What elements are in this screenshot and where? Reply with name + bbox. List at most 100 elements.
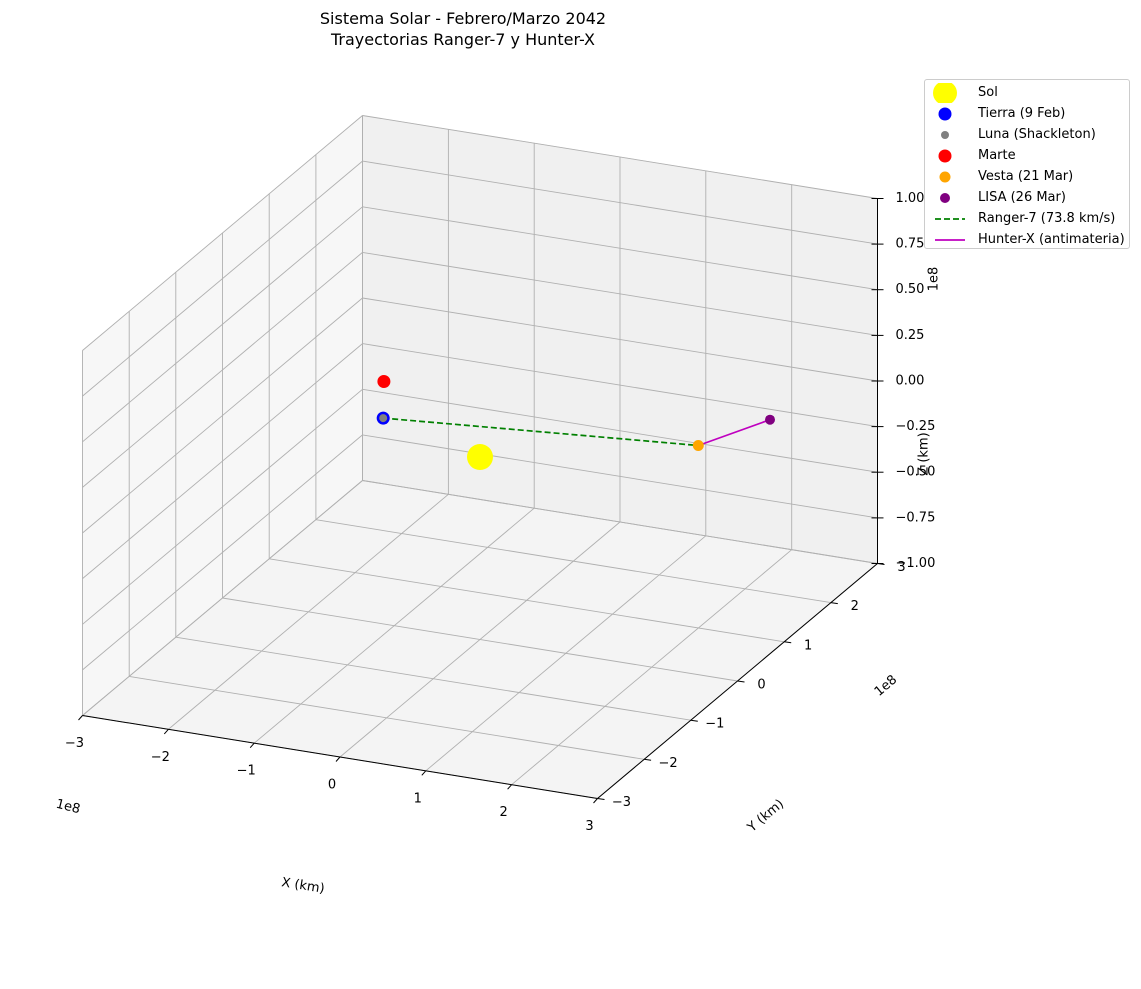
y-tick-mark <box>737 680 745 683</box>
point-sol <box>467 444 493 470</box>
y-offset-text: 1e8 <box>872 672 900 699</box>
gridline-y <box>129 675 645 760</box>
y-tick-mark <box>597 798 605 800</box>
legend-symbol <box>933 83 957 103</box>
series-line-ranger-7-73-8-km-s <box>383 417 699 447</box>
legend-item: Sol <box>933 83 1129 103</box>
gridline-z <box>82 252 363 488</box>
y-tick-mark <box>690 719 698 722</box>
legend-item: Tierra (9 Feb) <box>933 104 1129 124</box>
x-tick-label: −2 <box>151 750 170 765</box>
legend-symbol <box>935 239 965 241</box>
gridline-z <box>362 480 878 564</box>
legend-symbol <box>941 131 949 139</box>
x-tick-mark <box>421 770 427 776</box>
y-tick-mark <box>644 758 652 761</box>
gridline-y <box>315 519 831 604</box>
gridline-z <box>362 206 878 291</box>
legend-label: Vesta (21 Mar) <box>978 169 1074 184</box>
gridline-z <box>82 434 363 671</box>
x-tick-mark <box>335 756 341 762</box>
y-tick-mark <box>784 641 792 644</box>
legend-item: Marte <box>933 146 1129 166</box>
legend-symbol <box>938 107 952 121</box>
point-marte <box>377 375 391 388</box>
z-tick-label: −1.00 <box>896 556 936 571</box>
legend: Sol Tierra (9 Feb) Luna (Shackleton) Marte V… <box>924 79 1130 249</box>
legend-label: Sol <box>978 85 998 100</box>
legend-item: Ranger-7 (73.8 km/s) <box>933 209 1129 229</box>
x-tick-mark <box>78 715 83 721</box>
legend-item: Vesta (21 Mar) <box>933 167 1129 187</box>
z-tick-label: 1.00 <box>896 191 925 206</box>
chart-subtitle: Trayectorias Ranger-7 y Hunter-X <box>330 30 595 49</box>
chart-title: Sistema Solar - Febrero/Marzo 2042 <box>319 9 607 28</box>
gridline-z <box>82 160 363 397</box>
gridline-y <box>269 558 785 643</box>
z-tick-label: 0.00 <box>896 374 925 389</box>
legend-symbol <box>935 218 965 220</box>
y-tick-label: 2 <box>851 599 859 614</box>
gridline-z <box>362 343 878 428</box>
point-vesta-21-mar <box>692 440 704 451</box>
gridline-z <box>82 206 363 443</box>
z-tick-label: −0.50 <box>896 465 936 480</box>
x-axis-label: X (km) <box>280 875 325 897</box>
legend-label: Hunter-X (antimateria) <box>978 232 1125 247</box>
gridline-y <box>222 597 738 682</box>
legend-label: Tierra (9 Feb) <box>978 106 1066 121</box>
gridline-z <box>362 388 878 473</box>
x-tick-mark <box>507 784 512 790</box>
gridline-z <box>82 388 363 625</box>
y-axis-label: Y (km) <box>744 797 787 836</box>
x-tick-label: −1 <box>237 764 256 779</box>
x-tick-label: 0 <box>328 778 336 793</box>
z-axis-label: Z (km) <box>917 432 932 475</box>
z-tick-label: −0.75 <box>896 510 936 525</box>
x-tick-label: 3 <box>585 819 593 834</box>
y-tick-label: 1 <box>804 638 812 653</box>
y-tick-label: 0 <box>757 678 765 693</box>
gridline-y <box>175 636 691 721</box>
x-offset-text: 1e8 <box>54 797 81 817</box>
point-luna-shackleton <box>379 414 388 423</box>
gridline-z <box>362 251 878 336</box>
gridline-z <box>82 480 363 716</box>
legend-item: Luna (Shackleton) <box>933 125 1129 145</box>
series-line-hunter-x-antimateria <box>698 418 771 447</box>
legend-label: Luna (Shackleton) <box>978 127 1096 142</box>
y-tick-label: −3 <box>612 795 631 810</box>
legend-symbol <box>938 149 952 163</box>
gridline-z <box>362 434 878 519</box>
legend-symbol <box>939 171 951 183</box>
x-tick-mark <box>249 742 255 749</box>
z-offset-text: 1e8 <box>927 267 942 292</box>
y-tick-label: −2 <box>659 756 678 771</box>
z-tick-label: 0.75 <box>896 237 925 252</box>
gridline-z <box>82 115 363 351</box>
z-tick-label: −0.25 <box>896 419 936 434</box>
point-lisa-26-mar <box>765 414 775 425</box>
x-tick-label: 1 <box>414 791 422 806</box>
x-tick-label: 2 <box>499 805 507 820</box>
y-tick-label: 3 <box>897 560 905 575</box>
y-tick-label: −1 <box>705 717 724 732</box>
gridline-z <box>362 160 878 245</box>
z-tick-label: 0.50 <box>896 282 925 297</box>
x-tick-mark <box>163 729 169 735</box>
legend-label: Marte <box>978 148 1016 163</box>
legend-symbol <box>940 193 950 203</box>
gridline-z <box>362 297 878 382</box>
legend-label: Ranger-7 (73.8 km/s) <box>978 211 1116 226</box>
legend-item: LISA (26 Mar) <box>933 188 1129 208</box>
legend-item: Hunter-X (antimateria) <box>933 230 1129 250</box>
gridline-z <box>362 115 878 199</box>
gridline-z <box>82 297 363 534</box>
x-tick-mark <box>593 798 598 804</box>
legend-label: LISA (26 Mar) <box>978 190 1066 205</box>
y-tick-mark <box>830 602 838 605</box>
x-tick-label: −3 <box>65 736 84 751</box>
z-tick-label: 0.25 <box>896 328 925 343</box>
gridline-z <box>82 343 363 579</box>
